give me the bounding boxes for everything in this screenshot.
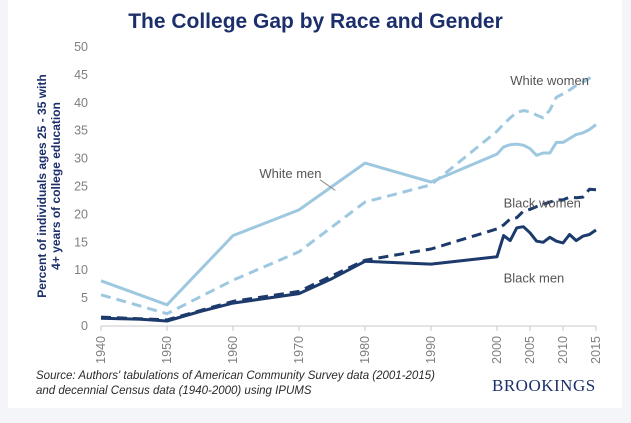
annotation-white-men: White men [259, 166, 321, 181]
y-tick-label: 0 [81, 319, 88, 333]
annotation-black-women: Black women [504, 196, 581, 211]
brookings-logo: BROOKINGS [492, 376, 596, 395]
annotation-leader-line [319, 179, 336, 191]
x-tick-label: 1970 [292, 336, 306, 364]
x-tick-label: 2000 [490, 336, 504, 364]
y-tick-label: 25 [74, 180, 88, 194]
y-axis-label-line2: 4+ years of college education [49, 102, 63, 270]
x-tick-label: 2015 [589, 336, 603, 364]
annotation-white-women: White women [510, 73, 589, 88]
series-lines [100, 74, 597, 323]
chart-title: The College Gap by Race and Gender [128, 10, 503, 33]
annotations: White women White men Black women Black men [259, 73, 589, 286]
y-tick-label: 35 [74, 124, 88, 138]
x-axis-ticks: 1940 1950 1960 1970 1980 1990 2000 2005 2010 2015 [94, 326, 603, 364]
y-tick-label: 10 [74, 263, 88, 277]
chart-card [8, 0, 622, 408]
series-line-white-women [100, 74, 597, 316]
y-tick-label: 45 [74, 68, 88, 82]
x-tick-label: 1980 [358, 336, 372, 364]
x-tick-label: 2005 [523, 336, 537, 364]
source-line-2: and decennial Census data (1940-2000) us… [36, 385, 312, 397]
y-axis-label-line1: Percent of individuals ages 25 - 35 with [35, 74, 49, 297]
annotation-black-men: Black men [504, 270, 565, 285]
y-axis-ticks: 0 5 10 15 20 25 30 35 40 45 50 [74, 40, 88, 333]
y-tick-label: 20 [74, 207, 88, 221]
x-tick-label: 1950 [160, 336, 174, 364]
source-note: Source: Authors' tabulations of American… [36, 369, 435, 399]
y-tick-label: 5 [81, 291, 88, 305]
y-tick-label: 15 [74, 235, 88, 249]
x-tick-label: 2010 [556, 336, 570, 364]
source-line-1: Source: Authors' tabulations of American… [36, 370, 435, 382]
x-tick-label: 1960 [226, 336, 240, 364]
y-tick-label: 30 [74, 152, 88, 166]
y-tick-label: 40 [74, 96, 88, 110]
y-tick-label: 50 [74, 40, 88, 54]
x-tick-label: 1940 [94, 336, 108, 364]
x-tick-label: 1990 [424, 336, 438, 364]
series-line-white-men [100, 123, 597, 307]
series-line-black-men [100, 225, 597, 323]
